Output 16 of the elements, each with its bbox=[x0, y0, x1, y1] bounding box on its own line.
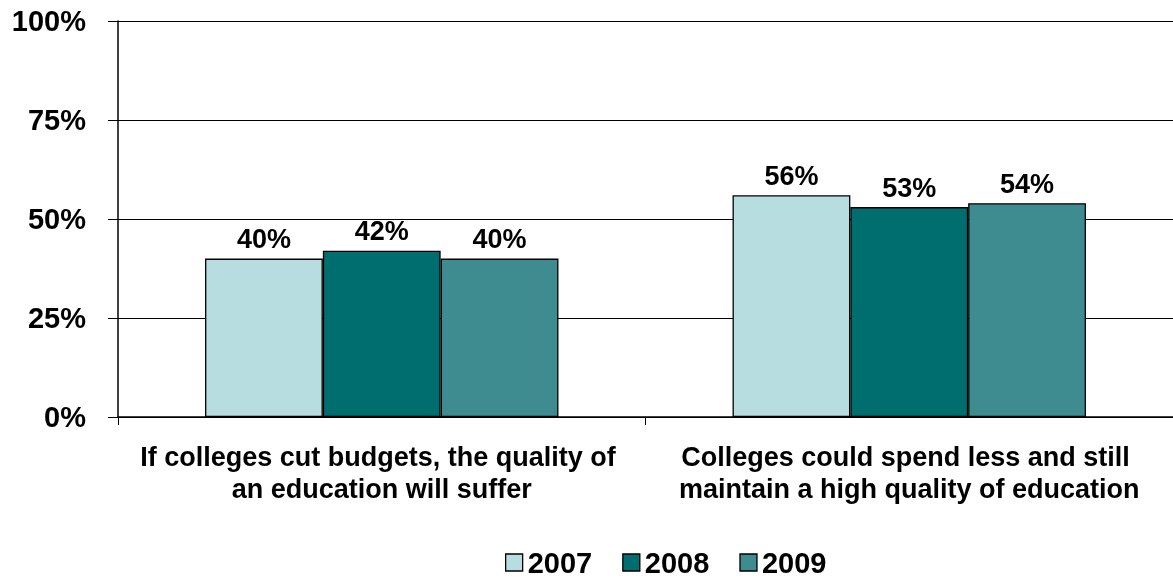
y-tick-label: 75% bbox=[27, 104, 87, 136]
x-tick-label: If colleges cut budgets, the quality of an education will suffer bbox=[140, 442, 624, 504]
y-tick-label: 100% bbox=[11, 5, 87, 37]
y-tick-label: 50% bbox=[27, 203, 87, 235]
data-label: 40% bbox=[236, 224, 291, 255]
data-label: 42% bbox=[354, 216, 409, 247]
legend-label: 2008 bbox=[644, 546, 710, 579]
data-label: 53% bbox=[882, 172, 937, 203]
y-tick-label: 25% bbox=[27, 302, 87, 334]
x-tick-label: Colleges could spend less and still maintain a high quality of education bbox=[678, 442, 1140, 504]
data-label: 54% bbox=[1000, 168, 1055, 199]
y-tick-label: 0% bbox=[44, 401, 87, 433]
legend-label: 2007 bbox=[527, 546, 593, 579]
data-label: 40% bbox=[472, 224, 527, 255]
legend-label: 2009 bbox=[761, 546, 827, 579]
data-label: 56% bbox=[764, 160, 819, 191]
